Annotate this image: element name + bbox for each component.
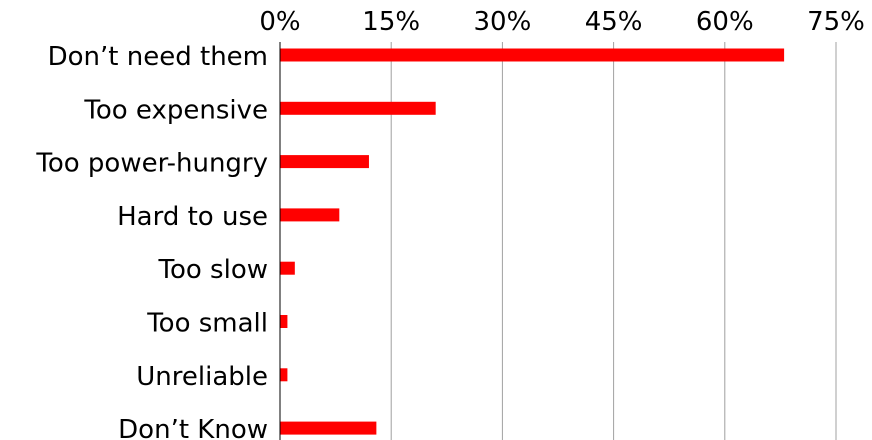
category-label: Too small [146,309,268,339]
category-label: Too power-hungry [35,149,268,179]
bar-4 [280,261,295,275]
bar-3 [280,208,340,222]
bar-1 [280,101,436,115]
category-label: Unreliable [136,362,268,392]
category-labels: Don’t need them Too expensive Too power-hu… [35,42,268,440]
category-label: Too slow [158,255,268,285]
bar-7 [280,421,377,435]
x-tick-label: 30% [474,7,532,37]
bar-5 [280,315,288,328]
x-tick-labels: 0% 15% 30% 45% 60% 75% [259,7,865,37]
x-tick-label: 75% [807,7,865,37]
category-label: Hard to use [117,202,268,232]
gridlines [390,42,837,440]
x-tick-label: 60% [696,7,754,37]
category-label: Don’t need them [48,42,268,72]
bar-6 [280,368,288,382]
bar-0 [280,48,785,62]
x-tick-label: 0% [259,7,300,37]
bar-2 [280,155,369,169]
x-tick-label: 15% [362,7,420,37]
x-tick-label: 45% [585,7,643,37]
bars [280,48,785,435]
category-label: Don’t Know [118,415,268,440]
category-label: Too expensive [83,95,268,125]
